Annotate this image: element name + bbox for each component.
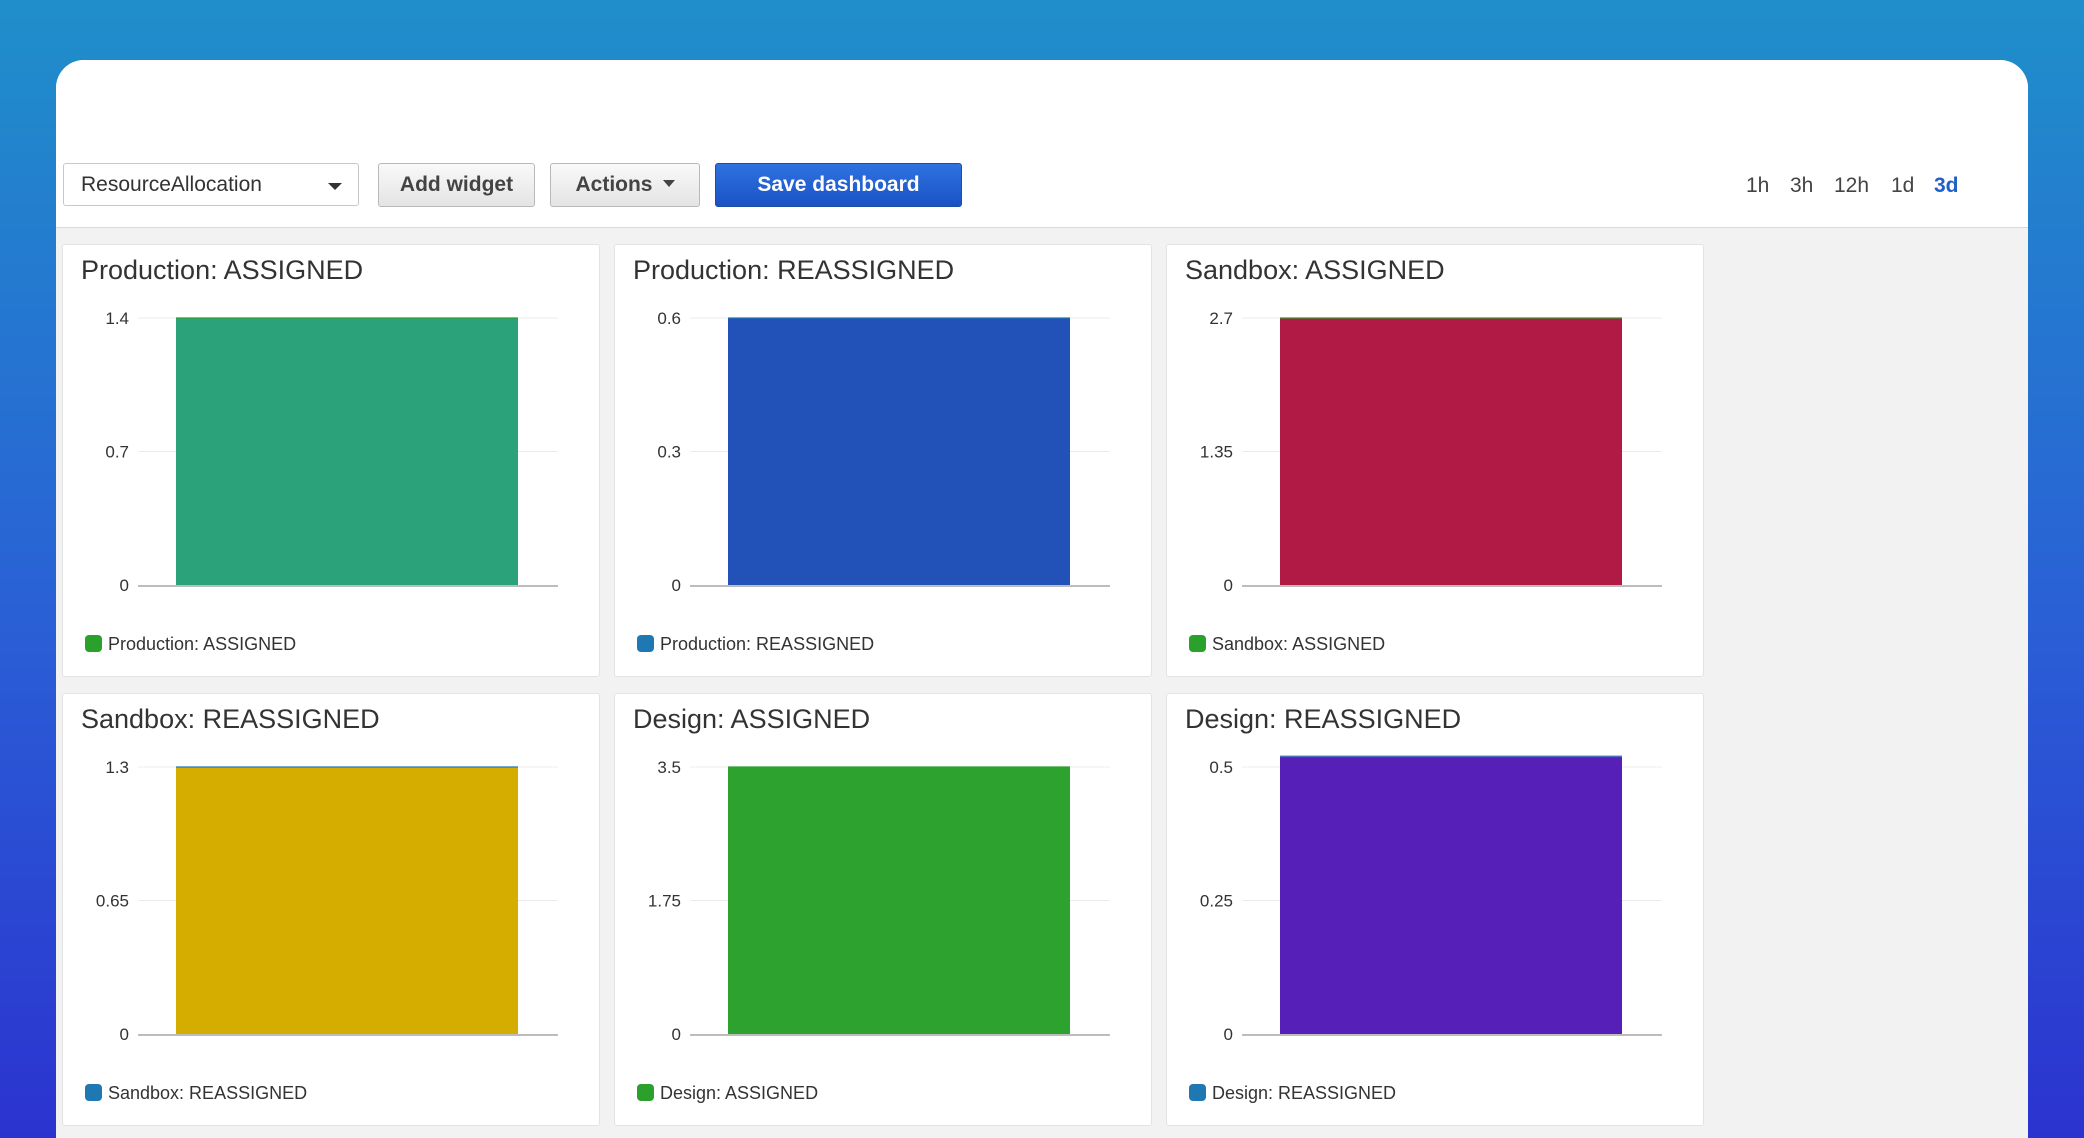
legend-swatch (1189, 1084, 1206, 1101)
legend-item[interactable]: Sandbox: REASSIGNED (85, 1083, 307, 1107)
legend-label: Production: REASSIGNED (660, 634, 875, 654)
caret-down-icon (662, 179, 675, 187)
legend-item[interactable]: Design: REASSIGNED (1189, 1083, 1396, 1107)
legend-swatch (1189, 635, 1206, 652)
bar-chart: 0 0.3 0.6 (657, 309, 1110, 595)
widget-title: Design: ASSIGNED (633, 704, 871, 734)
legend-label: Design: REASSIGNED (1212, 1083, 1397, 1103)
widget-sandbox-assigned: Sandbox: ASSIGNED 0 1.35 2.7 Sandbox: ASSI… (1166, 244, 1704, 677)
actions-label: Actions (575, 173, 653, 196)
add-widget-button[interactable]: Add widget (378, 163, 535, 207)
widget-title: Production: REASSIGNED (633, 255, 955, 285)
legend-item[interactable]: Production: REASSIGNED (637, 634, 874, 658)
widget-design-reassigned: Design: REASSIGNED 0 0.25 0.5 Design: REAS… (1166, 693, 1704, 1126)
chevron-down-icon (328, 183, 342, 190)
legend-label: Sandbox: REASSIGNED (108, 1083, 308, 1103)
y-tick-label: 0.6 (657, 309, 681, 328)
y-tick-label: 0 (1224, 576, 1233, 595)
bar-chart: 0 1.35 2.7 (1200, 309, 1662, 595)
legend-swatch (637, 635, 654, 652)
legend-swatch (637, 1084, 654, 1101)
y-tick-label: 2.7 (1209, 309, 1233, 328)
dashboard-select[interactable]: ResourceAllocation (63, 163, 359, 206)
bar[interactable] (176, 318, 518, 585)
bar[interactable] (728, 318, 1070, 585)
time-range-3d[interactable]: 3d (1934, 174, 1959, 197)
save-dashboard-button[interactable]: Save dashboard (715, 163, 962, 207)
widget-title: Sandbox: REASSIGNED (81, 704, 380, 734)
save-dashboard-label: Save dashboard (757, 173, 920, 196)
dashboard-window: ResourceAllocation Add widget Actions Sa… (56, 60, 2028, 1138)
bar-chart: 0 1.75 3.5 (648, 758, 1110, 1044)
y-tick-label: 3.5 (657, 758, 681, 777)
legend-item[interactable]: Sandbox: ASSIGNED (1189, 634, 1385, 658)
widget-title: Production: ASSIGNED (81, 255, 364, 285)
legend-item[interactable]: Design: ASSIGNED (637, 1083, 818, 1107)
y-tick-label: 1.4 (105, 309, 129, 328)
dashboard-select-value: ResourceAllocation (81, 173, 262, 196)
widget-design-assigned: Design: ASSIGNED 0 1.75 3.5 Design: ASSIGN… (614, 693, 1152, 1126)
widget-sandbox-reassigned: Sandbox: REASSIGNED 0 0.65 1.3 Sandbox: RE… (62, 693, 600, 1126)
y-tick-label: 0 (1224, 1025, 1233, 1044)
time-range-1d[interactable]: 1d (1891, 174, 1915, 197)
widget-title: Design: REASSIGNED (1185, 704, 1462, 734)
bar-chart: 0 0.65 1.3 (96, 758, 558, 1044)
y-tick-label: 0 (672, 1025, 681, 1044)
legend-swatch (85, 635, 102, 652)
legend-label: Production: ASSIGNED (108, 634, 297, 654)
y-tick-label: 1.3 (105, 758, 129, 777)
legend-swatch (85, 1084, 102, 1101)
y-tick-label: 0 (120, 1025, 129, 1044)
y-tick-label: 0 (120, 576, 129, 595)
dashboard-toolbar: ResourceAllocation Add widget Actions Sa… (56, 60, 2028, 228)
widget-production-reassigned: Production: REASSIGNED 0 0.3 0.6 Productio… (614, 244, 1152, 677)
add-widget-label: Add widget (399, 173, 514, 196)
y-tick-label: 0.7 (105, 443, 129, 462)
bar[interactable] (1280, 318, 1622, 585)
actions-button[interactable]: Actions (550, 163, 700, 207)
bar-chart: 0 0.7 1.4 (105, 309, 558, 595)
y-tick-label: 0.65 (96, 892, 129, 911)
y-tick-label: 0 (672, 576, 681, 595)
bar[interactable] (728, 767, 1070, 1034)
legend-label: Design: ASSIGNED (660, 1083, 819, 1103)
y-tick-label: 0.25 (1200, 892, 1233, 911)
widget-production-assigned: Production: ASSIGNED 0 0.7 1.4 Production:… (62, 244, 600, 677)
legend-item[interactable]: Production: ASSIGNED (85, 634, 296, 658)
y-tick-label: 0.3 (657, 443, 681, 462)
y-tick-label: 1.75 (648, 892, 681, 911)
y-tick-label: 0.5 (1209, 758, 1233, 777)
bar[interactable] (176, 767, 518, 1034)
time-range-12h[interactable]: 12h (1834, 174, 1870, 197)
legend-label: Sandbox: ASSIGNED (1212, 634, 1386, 654)
bar[interactable] (1280, 756, 1622, 1034)
time-range-3h[interactable]: 3h (1790, 174, 1814, 197)
y-tick-label: 1.35 (1200, 443, 1233, 462)
widget-title: Sandbox: ASSIGNED (1185, 255, 1445, 285)
time-range-1h[interactable]: 1h (1746, 174, 1770, 197)
bar-chart: 0 0.25 0.5 (1200, 755, 1662, 1044)
